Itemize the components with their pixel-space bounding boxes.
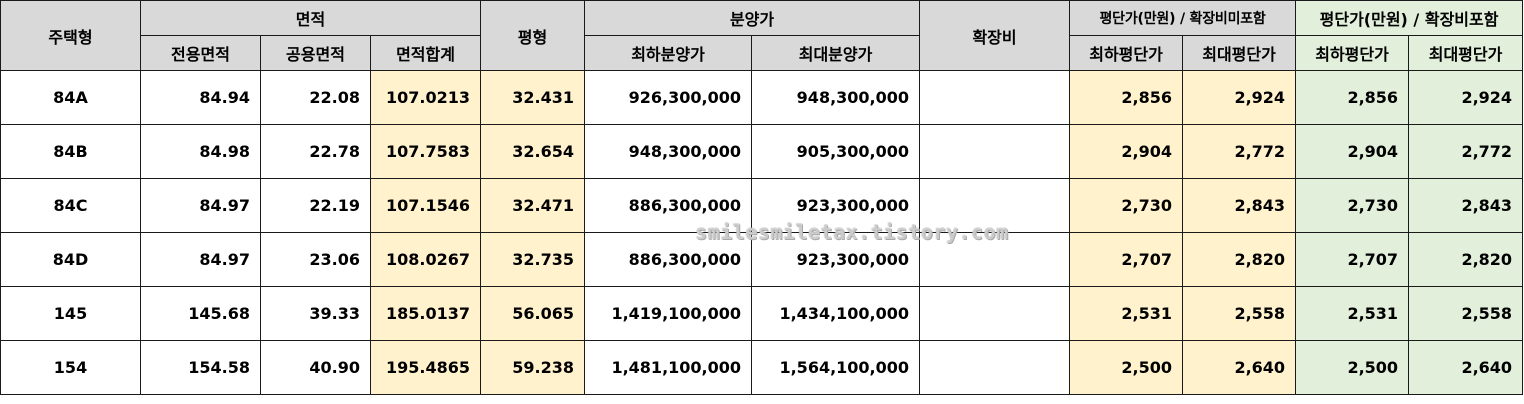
cell-max-price: 1,434,100,000 — [751, 286, 921, 341]
cell-type: 84D — [0, 232, 141, 287]
cell-excl-max-ppp: 2,843 — [1182, 178, 1297, 233]
cell-max-price: 1,564,100,000 — [751, 340, 921, 395]
cell-max-price: 948,300,000 — [751, 70, 921, 125]
cell-pyeong: 32.735 — [480, 232, 586, 287]
cell-pyeong: 56.065 — [480, 286, 586, 341]
cell-excl-min-ppp: 2,707 — [1069, 232, 1184, 287]
cell-total-area: 107.1546 — [369, 178, 482, 233]
cell-total-area: 108.0267 — [369, 232, 482, 287]
table-body: 84A 84.94 22.08 107.0213 32.431 926,300,… — [0, 70, 1524, 395]
cell-max-price: 923,300,000 — [751, 178, 921, 233]
cell-incl-min-ppp: 2,531 — [1295, 286, 1410, 341]
cell-excl-max-ppp: 2,924 — [1182, 70, 1297, 125]
cell-common-area: 22.08 — [260, 70, 371, 125]
cell-type: 154 — [0, 340, 141, 395]
cell-total-area: 107.7583 — [369, 124, 482, 179]
header-type: 주택형 — [0, 0, 141, 71]
cell-pyeong: 32.471 — [480, 178, 586, 233]
cell-type: 84B — [0, 124, 141, 179]
header-area-total: 면적합계 — [369, 35, 482, 71]
cell-expansion — [919, 178, 1071, 233]
cell-excl-min-ppp: 2,500 — [1069, 340, 1184, 395]
header-pyeong: 평형 — [480, 0, 586, 71]
cell-type: 84A — [0, 70, 141, 125]
cell-incl-max-ppp: 2,924 — [1408, 70, 1524, 125]
cell-min-price: 886,300,000 — [584, 232, 753, 287]
cell-common-area: 22.78 — [260, 124, 371, 179]
table-row: 84C 84.97 22.19 107.1546 32.471 886,300,… — [0, 178, 1524, 233]
header-area-group: 면적 — [139, 0, 482, 36]
cell-expansion — [919, 232, 1071, 287]
cell-total-area: 107.0213 — [369, 70, 482, 125]
header-ppp-excl-group: 평단가(만원) / 확장비미포함 — [1069, 0, 1297, 36]
cell-excl-max-ppp: 2,640 — [1182, 340, 1297, 395]
header-area-exclusive: 전용면적 — [140, 35, 261, 71]
cell-excl-max-ppp: 2,558 — [1182, 286, 1297, 341]
cell-total-area: 195.4865 — [369, 340, 482, 395]
cell-min-price: 1,481,100,000 — [584, 340, 753, 395]
header-price-group: 분양가 — [584, 0, 921, 36]
cell-common-area: 23.06 — [260, 232, 371, 287]
cell-incl-max-ppp: 2,820 — [1408, 232, 1524, 287]
cell-exclusive-area: 145.68 — [140, 286, 261, 341]
table-row: 84B 84.98 22.78 107.7583 32.654 948,300,… — [0, 124, 1524, 179]
header-incl-min: 최하평단가 — [1295, 35, 1410, 71]
cell-min-price: 1,419,100,000 — [584, 286, 753, 341]
header-excl-max: 최대평단가 — [1182, 35, 1297, 71]
cell-excl-min-ppp: 2,730 — [1069, 178, 1184, 233]
header-ppp-incl-group: 평단가(만원) / 확장비포함 — [1295, 0, 1524, 36]
cell-incl-min-ppp: 2,856 — [1295, 70, 1410, 125]
cell-exclusive-area: 84.97 — [140, 232, 261, 287]
cell-common-area: 39.33 — [260, 286, 371, 341]
header-expansion: 확장비 — [919, 0, 1071, 71]
cell-pyeong: 32.431 — [480, 70, 586, 125]
cell-excl-min-ppp: 2,904 — [1069, 124, 1184, 179]
cell-incl-max-ppp: 2,640 — [1408, 340, 1524, 395]
cell-excl-min-ppp: 2,856 — [1069, 70, 1184, 125]
table-row: 145 145.68 39.33 185.0137 56.065 1,419,1… — [0, 286, 1524, 341]
cell-excl-max-ppp: 2,820 — [1182, 232, 1297, 287]
header-row-2: 전용면적 공용면적 면적합계 최하분양가 최대분양가 최하평단가 최대평단가 최… — [1, 35, 1524, 71]
cell-incl-min-ppp: 2,707 — [1295, 232, 1410, 287]
cell-min-price: 926,300,000 — [584, 70, 753, 125]
cell-common-area: 40.90 — [260, 340, 371, 395]
cell-total-area: 185.0137 — [369, 286, 482, 341]
cell-exclusive-area: 154.58 — [140, 340, 261, 395]
header-area-common: 공용면적 — [260, 35, 371, 71]
cell-common-area: 22.19 — [260, 178, 371, 233]
header-excl-min: 최하평단가 — [1069, 35, 1184, 71]
cell-expansion — [919, 124, 1071, 179]
cell-exclusive-area: 84.94 — [140, 70, 261, 125]
table-row: 84A 84.94 22.08 107.0213 32.431 926,300,… — [0, 70, 1524, 125]
cell-excl-max-ppp: 2,772 — [1182, 124, 1297, 179]
cell-expansion — [919, 70, 1071, 125]
cell-min-price: 886,300,000 — [584, 178, 753, 233]
cell-incl-max-ppp: 2,558 — [1408, 286, 1524, 341]
cell-exclusive-area: 84.98 — [140, 124, 261, 179]
cell-exclusive-area: 84.97 — [140, 178, 261, 233]
cell-max-price: 905,300,000 — [751, 124, 921, 179]
cell-min-price: 948,300,000 — [584, 124, 753, 179]
cell-excl-min-ppp: 2,531 — [1069, 286, 1184, 341]
header-incl-max: 최대평단가 — [1408, 35, 1524, 71]
table-row: 154 154.58 40.90 195.4865 59.238 1,481,1… — [0, 340, 1524, 395]
cell-incl-min-ppp: 2,904 — [1295, 124, 1410, 179]
price-table: 주택형 면적 평형 분양가 확장비 평단가(만원) / 확장비미포함 평단가(만… — [0, 0, 1524, 395]
header-price-min: 최하분양가 — [584, 35, 753, 71]
cell-max-price: 923,300,000 — [751, 232, 921, 287]
cell-expansion — [919, 286, 1071, 341]
cell-type: 84C — [0, 178, 141, 233]
cell-pyeong: 32.654 — [480, 124, 586, 179]
header-price-max: 최대분양가 — [751, 35, 921, 71]
cell-incl-max-ppp: 2,843 — [1408, 178, 1524, 233]
cell-incl-min-ppp: 2,730 — [1295, 178, 1410, 233]
header-row-1: 주택형 면적 평형 분양가 확장비 평단가(만원) / 확장비미포함 평단가(만… — [0, 0, 1524, 71]
cell-expansion — [919, 340, 1071, 395]
cell-incl-max-ppp: 2,772 — [1408, 124, 1524, 179]
cell-type: 145 — [0, 286, 141, 341]
table-row: 84D 84.97 23.06 108.0267 32.735 886,300,… — [0, 232, 1524, 287]
cell-incl-min-ppp: 2,500 — [1295, 340, 1410, 395]
table-header: 주택형 면적 평형 분양가 확장비 평단가(만원) / 확장비미포함 평단가(만… — [0, 0, 1524, 71]
cell-pyeong: 59.238 — [480, 340, 586, 395]
